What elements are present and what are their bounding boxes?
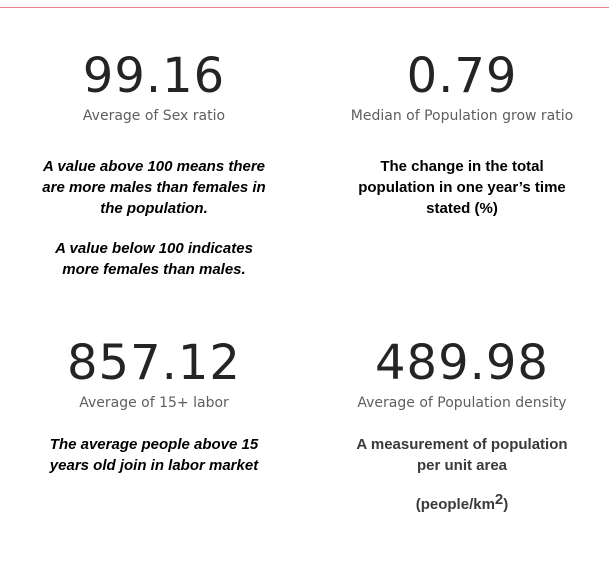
pop-grow-label: Median of Population grow ratio bbox=[350, 108, 574, 124]
density-value: 489.98 bbox=[375, 335, 549, 391]
labor-value: 857.12 bbox=[67, 335, 241, 391]
sex-ratio-card: 99.16 Average of Sex ratio bbox=[4, 48, 304, 126]
sex-ratio-note-line: more females than males. bbox=[62, 261, 246, 278]
density-unit: (people/km2) bbox=[312, 491, 609, 515]
labor-label: Average of 15+ labor bbox=[79, 395, 229, 411]
sex-ratio-label: Average of Sex ratio bbox=[82, 108, 226, 124]
labor-card: 857.12 Average of 15+ labor bbox=[4, 335, 304, 413]
sex-ratio-value: 99.16 bbox=[82, 48, 226, 104]
density-card: 489.98 Average of Population density bbox=[312, 335, 609, 413]
sex-ratio-note-line: A value below 100 indicates bbox=[55, 240, 253, 257]
density-description-line: A measurement of population bbox=[356, 436, 568, 453]
pop-grow-description-line: population in one year’s time bbox=[358, 179, 566, 196]
pop-grow-card: 0.79 Median of Population grow ratio bbox=[312, 48, 609, 126]
sex-ratio-description-line: the population. bbox=[100, 200, 208, 217]
sex-ratio-description-line: are more males than females in bbox=[42, 179, 266, 196]
density-description-line: per unit area bbox=[416, 457, 508, 474]
density-description: A measurement of population per unit are… bbox=[312, 434, 609, 476]
sex-ratio-description-line: A value above 100 means there bbox=[42, 158, 266, 175]
density-unit-superscript: 2 bbox=[494, 491, 504, 508]
density-label: Average of Population density bbox=[357, 395, 567, 411]
labor-description-line: The average people above 15 bbox=[49, 436, 259, 453]
density-unit-suffix: ) bbox=[503, 496, 509, 513]
labor-description-line: years old join in labor market bbox=[49, 457, 259, 474]
pop-grow-value: 0.79 bbox=[406, 48, 518, 104]
sex-ratio-description: A value above 100 means there are more m… bbox=[4, 156, 304, 219]
density-unit-prefix: (people/km bbox=[415, 496, 495, 513]
top-border-line bbox=[0, 7, 609, 8]
pop-grow-description-line: The change in the total bbox=[380, 158, 544, 175]
pop-grow-description-line: stated (%) bbox=[426, 200, 498, 217]
sex-ratio-note: A value below 100 indicates more females… bbox=[4, 238, 304, 280]
pop-grow-description: The change in the total population in on… bbox=[312, 156, 609, 219]
labor-description: The average people above 15 years old jo… bbox=[4, 434, 304, 476]
